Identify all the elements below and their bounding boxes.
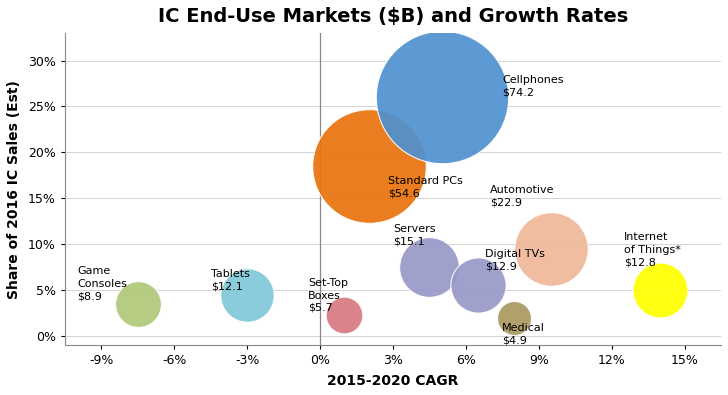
Text: Medical
$4.9: Medical $4.9 (502, 323, 545, 345)
Text: Standard PCs
$54.6: Standard PCs $54.6 (388, 176, 463, 198)
Point (241, 292, 253, 298)
Text: Servers
$15.1: Servers $15.1 (393, 224, 435, 247)
Text: Digital TVs
$12.9: Digital TVs $12.9 (486, 249, 545, 272)
Text: Internet
of Things*
$12.8: Internet of Things* $12.8 (624, 232, 681, 267)
X-axis label: 2015-2020 CAGR: 2015-2020 CAGR (328, 374, 459, 388)
Point (472, 282, 484, 289)
Point (339, 312, 350, 318)
Point (545, 246, 557, 252)
Text: Automotive
$22.9: Automotive $22.9 (490, 185, 555, 207)
Point (424, 264, 435, 270)
Point (436, 94, 448, 100)
Text: Set-Top
Boxes
$5.7: Set-Top Boxes $5.7 (308, 278, 348, 313)
Title: IC End-Use Markets ($B) and Growth Rates: IC End-Use Markets ($B) and Growth Rates (158, 7, 628, 26)
Y-axis label: Share of 2016 IC Sales (Est): Share of 2016 IC Sales (Est) (7, 80, 21, 299)
Point (132, 301, 143, 307)
Text: Tablets
$12.1: Tablets $12.1 (210, 269, 250, 292)
Text: Game
Consoles
$8.9: Game Consoles $8.9 (77, 266, 127, 301)
Text: Cellphones
$74.2: Cellphones $74.2 (502, 75, 563, 97)
Point (654, 287, 666, 293)
Point (363, 163, 374, 169)
Point (509, 314, 521, 321)
